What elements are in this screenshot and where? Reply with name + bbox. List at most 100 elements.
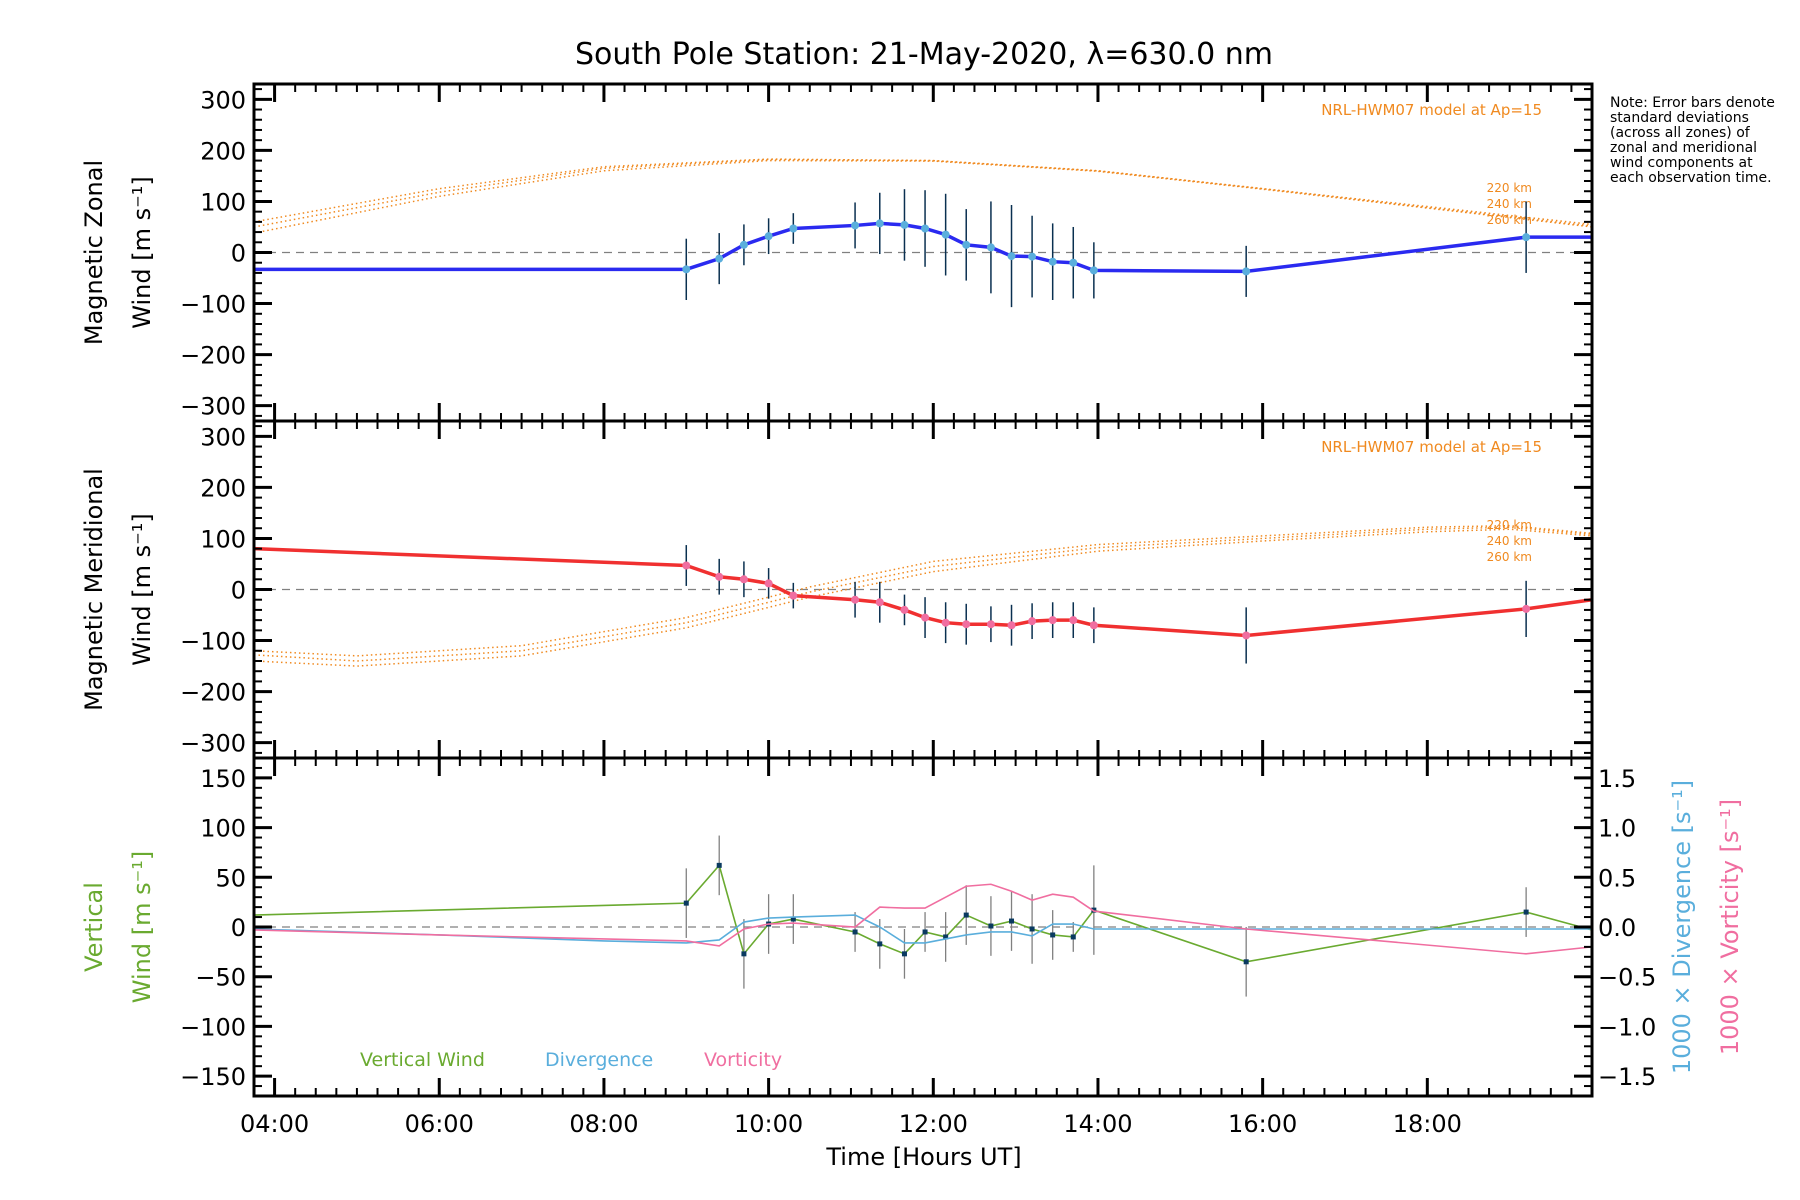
model-curve-220km <box>253 524 1593 657</box>
data-point <box>1523 909 1529 915</box>
legend-item-vorticity: Vorticity <box>704 1049 782 1071</box>
chart-title: South Pole Station: 21-May-2020, λ=630.0… <box>575 37 1273 72</box>
y-axis-label-line2: Wind [m s⁻¹] <box>128 851 156 1003</box>
data-point <box>1242 267 1251 276</box>
y-axis-label-line2: Wind [m s⁻¹] <box>128 176 156 328</box>
series-line-divergence <box>253 914 1592 944</box>
data-point <box>789 591 798 600</box>
data-point <box>1028 252 1037 261</box>
series-line-vertical-wind <box>253 863 1593 963</box>
y2-tick-label: −1.0 <box>1598 1013 1656 1041</box>
data-point <box>716 862 722 868</box>
y2-tick-label: 1.5 <box>1598 765 1636 793</box>
model-label: NRL-HWM07 model at Ap=15 <box>1321 101 1542 119</box>
data-point <box>851 221 860 230</box>
y-axis-label-line2: Wind [m s⁻¹] <box>128 513 156 665</box>
y-tick-label: −100 <box>180 291 246 319</box>
data-point <box>962 620 971 629</box>
data-point <box>683 900 689 906</box>
x-tick-label: 04:00 <box>240 1110 309 1138</box>
data-point <box>1029 926 1035 932</box>
data-point <box>851 595 860 604</box>
data-point <box>1522 233 1531 242</box>
model-curve-240km <box>253 158 1593 228</box>
model-altitude-label: 260 km <box>1487 213 1532 227</box>
y-tick-label: −100 <box>180 628 246 656</box>
data-point <box>875 598 884 607</box>
model-altitude-label: 220 km <box>1487 181 1532 195</box>
x-tick-label: 16:00 <box>1228 1110 1297 1138</box>
model-altitude-label: 240 km <box>1487 197 1532 211</box>
y2-tick-label: 0.5 <box>1598 864 1636 892</box>
data-point <box>900 605 909 614</box>
y2-axis-label-divergence: 1000 × Divergence [s⁻¹] <box>1668 780 1696 1074</box>
y-tick-label: 200 <box>200 137 246 165</box>
data-point <box>790 916 796 922</box>
panel-meridional: NRL-HWM07 model at Ap=15 220 km 240 km 260 … <box>80 419 1594 760</box>
data-point <box>922 929 928 935</box>
y-tick-label: −100 <box>180 1013 246 1041</box>
data-point <box>715 254 724 263</box>
x-tick-label: 08:00 <box>569 1110 638 1138</box>
data-point <box>1028 617 1037 626</box>
model-label: NRL-HWM07 model at Ap=15 <box>1321 438 1542 456</box>
y-tick-label: 300 <box>200 423 246 451</box>
y-tick-label: −200 <box>180 342 246 370</box>
y-tick-label: 300 <box>200 86 246 114</box>
data-point <box>877 941 883 947</box>
model-altitude-label: 220 km <box>1487 518 1532 532</box>
y-tick-label: 100 <box>200 815 246 843</box>
data-point <box>921 224 930 233</box>
data-point <box>739 240 748 249</box>
y2-axis-label-vorticity: 1000 × Vorticity [s⁻¹] <box>1716 799 1744 1055</box>
data-point <box>682 265 691 274</box>
legend-item-divergence: Divergence <box>545 1049 653 1071</box>
y-tick-label: −300 <box>180 393 246 421</box>
data-point <box>1243 959 1249 965</box>
data-point <box>1048 257 1057 266</box>
model-curve-220km <box>253 158 1593 226</box>
panel-zonal: NRL-HWM07 model at Ap=15 220 km 240 km 260 … <box>80 82 1594 423</box>
data-point <box>986 620 995 629</box>
data-point <box>741 951 747 957</box>
y-tick-label: −150 <box>180 1063 246 1091</box>
data-point <box>852 929 858 935</box>
y-axis-label-line1: Magnetic Zonal <box>80 160 108 345</box>
y-tick-label: 150 <box>200 765 246 793</box>
data-point <box>764 232 773 241</box>
y2-tick-label: 1.0 <box>1598 815 1636 843</box>
x-tick-label: 10:00 <box>734 1110 803 1138</box>
data-point <box>1069 616 1078 625</box>
y-axis-label-line1: Vertical <box>80 882 108 972</box>
data-point <box>941 230 950 239</box>
data-point <box>875 219 884 228</box>
data-point <box>901 951 907 957</box>
data-point <box>1048 616 1057 625</box>
model-altitude-label: 260 km <box>1487 550 1532 564</box>
data-point <box>943 934 949 940</box>
y-tick-label: 100 <box>200 188 246 216</box>
data-point <box>900 220 909 229</box>
data-point <box>1089 621 1098 630</box>
data-point <box>715 572 724 581</box>
x-tick-label: 14:00 <box>1063 1110 1132 1138</box>
data-point <box>921 613 930 622</box>
series-line-vorticity <box>253 883 1593 955</box>
model-altitude-label: 240 km <box>1487 534 1532 548</box>
data-point <box>682 561 691 570</box>
legend-item-vertical-wind: Vertical Wind <box>360 1049 485 1071</box>
y2-tick-label: −0.5 <box>1598 964 1656 992</box>
data-point <box>963 912 969 918</box>
y-tick-label: −50 <box>195 964 246 992</box>
data-point <box>1009 918 1015 924</box>
x-tick-label: 12:00 <box>899 1110 968 1138</box>
data-point <box>1007 621 1016 630</box>
panel-vertical: 150 100 50 0 −50 −100 −150 1.5 1.0 0.5 0.0 −0.5 −1.0… <box>80 756 1744 1138</box>
y-tick-label: 0 <box>231 577 246 605</box>
data-point <box>986 243 995 252</box>
data-point <box>962 240 971 249</box>
data-point <box>1007 252 1016 261</box>
x-axis-label: Time [Hours UT] <box>825 1143 1021 1171</box>
y-tick-label: −300 <box>180 730 246 758</box>
y-tick-label: −200 <box>180 679 246 707</box>
